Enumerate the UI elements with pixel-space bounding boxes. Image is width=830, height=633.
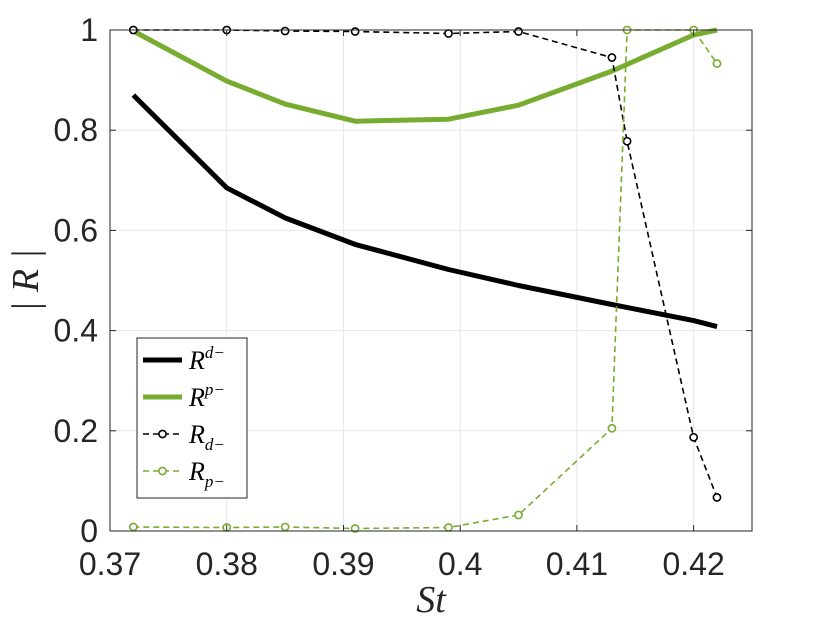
series-3-point [128,522,138,532]
x-tick-label: 0.38 [196,546,258,582]
legend-label-1: Rp− [188,380,225,412]
series-3-point [607,423,617,433]
plot-frame [109,29,753,532]
series-2-point [350,27,360,36]
x-tick-label: 0.37 [79,546,141,582]
y-axis-title: | R | [5,249,47,312]
series-layer [128,25,722,533]
legend-label-0: Rd− [188,343,225,375]
legend-marker-3 [158,466,167,476]
x-tick-label: 0.42 [662,546,724,582]
x-tick-label: 0.4 [438,546,482,582]
series-3-point [444,523,453,532]
x-tick-label: 0.39 [312,546,374,582]
x-tick-label: 0.41 [546,546,608,582]
y-tick-label: 1 [80,12,98,48]
x-axis-title: St [416,579,447,621]
series-3-point [514,510,523,520]
series-3-point [712,59,722,68]
series-2-point [444,29,453,38]
series-2-point [607,53,617,62]
series-2-point [622,136,632,146]
series-2-point [514,27,523,36]
series-3-point [350,524,360,533]
y-tick-label: 0.4 [54,313,98,349]
series-2-point [280,26,290,36]
series-line-1 [132,27,718,124]
legend-marker-2 [158,429,167,439]
legend: Rd−Rp−Rd−Rp− [136,337,248,499]
y-tick-label: 0.8 [54,112,98,148]
legend-box [136,337,248,499]
y-tick-label: 0.2 [54,413,98,449]
series-2-point [689,432,699,442]
y-tick-label: 0 [80,513,98,549]
legend-label-2: Rd− [188,420,225,454]
series-3-point [280,522,290,532]
y-tick-label: 0.6 [54,212,98,248]
series-2-point [712,493,722,502]
ticks: 0.37 0.38 0.39 0.4 0.41 0.42 0 0.2 0.4 0.6 0.8 1 [54,12,752,582]
legend-label-3: Rp− [188,457,225,491]
